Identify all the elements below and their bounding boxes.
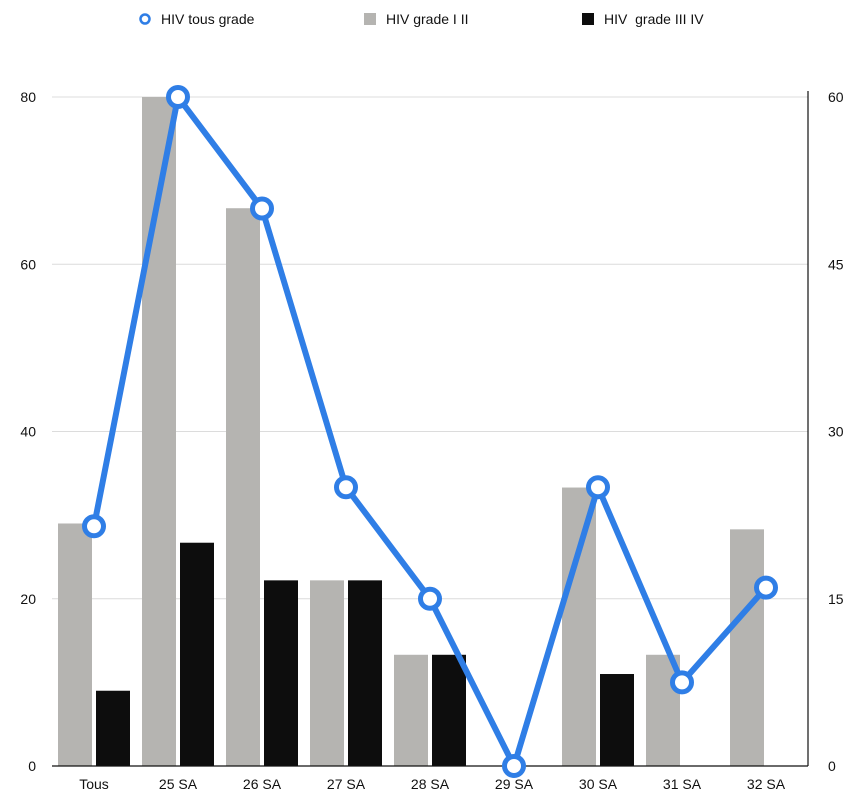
line-point — [502, 754, 526, 778]
x-tick-label: 28 SA — [411, 776, 450, 792]
bar — [394, 654, 428, 766]
y-left-tick-label: 60 — [20, 256, 36, 272]
bar — [264, 580, 298, 766]
y-right-tick-label: 15 — [828, 591, 844, 607]
legend-marker — [139, 13, 151, 25]
legend-swatch — [582, 13, 594, 25]
x-tick-label: 32 SA — [747, 776, 786, 792]
legend-label: HIV grade I II — [386, 11, 468, 27]
line-point — [670, 670, 694, 695]
legend-label: HIV tous grade — [161, 11, 255, 27]
x-tick-label: 31 SA — [663, 776, 702, 792]
bar — [58, 523, 92, 766]
y-right-tick-label: 0 — [828, 758, 836, 774]
x-tick-label: 25 SA — [159, 776, 198, 792]
x-tick-label: 27 SA — [327, 776, 366, 792]
y-right-tick-label: 30 — [828, 424, 844, 440]
line-point — [82, 514, 106, 539]
bar — [310, 580, 344, 766]
line-point — [250, 196, 274, 221]
x-tick-label: Tous — [79, 776, 109, 792]
bar — [180, 542, 214, 766]
x-tick-label: 30 SA — [579, 776, 618, 792]
y-right-tick-label: 45 — [828, 256, 844, 272]
line-series — [82, 85, 778, 778]
x-tick-label: 29 SA — [495, 776, 534, 792]
y-left-tick-label: 0 — [28, 758, 36, 774]
line-point — [754, 575, 778, 600]
bar — [562, 487, 596, 766]
bar — [226, 208, 260, 766]
y-right-tick-label: 60 — [828, 89, 844, 105]
bar — [348, 580, 382, 766]
axes: 0 20 40 60 80 0 15 30 45 60 Tous 25 SA 26 SA 27 SA 28 … — [20, 89, 843, 792]
y-left-tick-label: 80 — [20, 89, 36, 105]
legend: HIV tous grade HIV grade I II HIV grade II… — [139, 11, 704, 27]
y-left-tick-label: 40 — [20, 424, 36, 440]
legend-label: HIV grade III IV — [604, 11, 704, 27]
y-left-tick-label: 20 — [20, 591, 36, 607]
bar — [730, 529, 764, 766]
bar — [600, 674, 634, 766]
line-point — [334, 475, 358, 500]
legend-swatch — [364, 13, 376, 25]
line-point — [418, 586, 442, 611]
bar — [96, 690, 130, 766]
x-tick-label: 26 SA — [243, 776, 282, 792]
line-point — [586, 475, 610, 500]
bar — [432, 654, 466, 766]
line-point — [166, 85, 190, 109]
